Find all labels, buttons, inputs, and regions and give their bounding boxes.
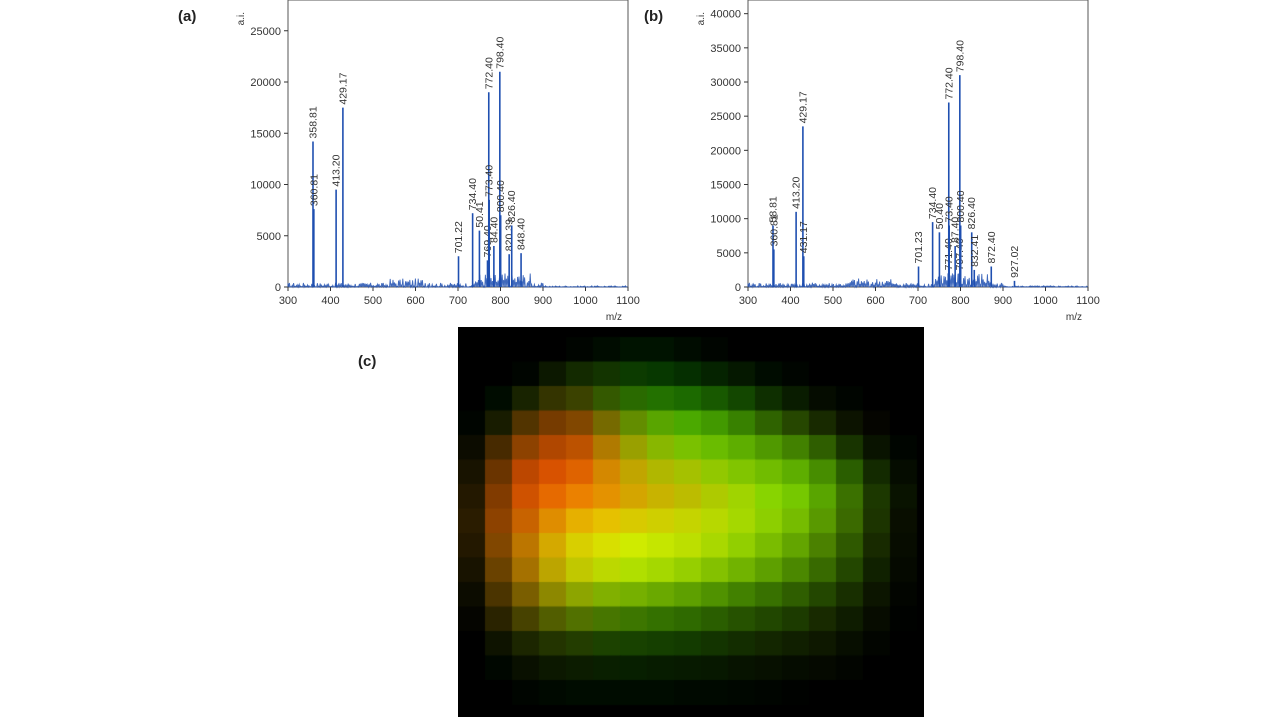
panel-c-label: (c) [358, 353, 377, 370]
y-tick-label: 25000 [250, 26, 281, 38]
x-tick-label: 1000 [1033, 295, 1057, 307]
peak-label: 734.40 [467, 178, 479, 210]
x-tick-label: 900 [534, 295, 552, 307]
x-tick-label: 700 [909, 295, 927, 307]
peak-label: 826.40 [506, 190, 518, 222]
peak-label: 87.40 [950, 217, 962, 243]
x-axis-label: m/z [606, 312, 622, 323]
x-tick-label: 500 [824, 295, 842, 307]
x-tick-label: 1100 [1076, 295, 1100, 307]
x-tick-label: 600 [406, 295, 424, 307]
x-tick-label: 600 [866, 295, 884, 307]
x-tick-label: 300 [739, 295, 757, 307]
ion-image-heatmap [458, 327, 924, 717]
x-tick-label: 1100 [616, 295, 640, 307]
mass-spectrum-b: 300 400 500 600 700 800 900 1000 1100 0 5000 10000 1… [696, 0, 1100, 323]
peak-label: 832.41 [969, 235, 981, 267]
peak-label: 413.20 [331, 154, 343, 186]
peak-label: 800.40 [955, 190, 967, 222]
y-tick-label: 25000 [710, 111, 741, 123]
mass-spectrum-a: 300 400 500 600 700 800 900 1000 1100 0 5000 10000 1… [236, 0, 640, 323]
peak-label: 701.23 [913, 231, 925, 263]
x-tick-label: 800 [951, 295, 969, 307]
peak-label: 820.39 [504, 219, 516, 251]
peak-label: 872.40 [986, 231, 998, 263]
peak-label: 360.81 [768, 214, 780, 246]
x-tick-label: 900 [994, 295, 1012, 307]
baseline-noise-a [287, 273, 628, 289]
peak-label: 50.41 [474, 201, 486, 227]
peak-label: 50.40 [934, 203, 946, 229]
y-axis-label: a.i. [696, 12, 707, 25]
peak-label: 734.40 [927, 187, 939, 219]
peak-label: 800.40 [495, 180, 507, 212]
peak-label: 772.40 [943, 67, 955, 99]
peak-label: 431.17 [798, 221, 810, 253]
y-tick-label: 20000 [710, 145, 741, 157]
x-tick-label: 500 [364, 295, 382, 307]
peak-label: 84.40 [488, 217, 500, 243]
y-tick-label: 40000 [710, 9, 741, 21]
y-tick-label: 35000 [710, 43, 741, 55]
y-tick-label: 10000 [250, 180, 281, 192]
y-tick-label: 15000 [710, 180, 741, 192]
y-tick-label: 5000 [257, 231, 281, 243]
y-tick-label: 0 [735, 282, 741, 294]
x-axis-label: m/z [1066, 312, 1082, 323]
peak-label: 429.17 [797, 91, 809, 123]
peak-label: 927.02 [1009, 246, 1021, 278]
y-tick-label: 30000 [710, 77, 741, 89]
y-tick-label: 20000 [250, 77, 281, 89]
panel-b-label: (b) [644, 8, 664, 25]
x-tick-label: 800 [491, 295, 509, 307]
peak-label: 360.81 [308, 174, 320, 206]
peak-label: 826.40 [966, 197, 978, 229]
peak-label: 429.17 [337, 72, 349, 104]
y-tick-label: 15000 [250, 128, 281, 140]
y-axis-label: a.i. [236, 12, 247, 25]
peak-label: 73.40 [944, 196, 956, 222]
peak-label: 58.81 [767, 196, 779, 222]
y-tick-label: 5000 [717, 248, 741, 260]
peak-label: 798.40 [494, 36, 506, 68]
peak-label: 773.40 [484, 165, 496, 197]
peak-label: 848.40 [516, 218, 528, 250]
x-tick-label: 400 [321, 295, 339, 307]
peak-label: 358.81 [307, 106, 319, 138]
x-tick-label: 400 [781, 295, 799, 307]
panel-a-label: (a) [178, 8, 197, 25]
peak-label: 772.40 [483, 57, 495, 89]
x-tick-label: 300 [279, 295, 297, 307]
y-tick-label: 10000 [710, 214, 741, 226]
peak-label: 798.40 [954, 40, 966, 72]
y-tick-label: 0 [275, 282, 281, 294]
x-tick-label: 700 [449, 295, 467, 307]
peak-label: 413.20 [791, 177, 803, 209]
x-tick-label: 1000 [573, 295, 597, 307]
peak-label: 701.22 [453, 221, 465, 253]
